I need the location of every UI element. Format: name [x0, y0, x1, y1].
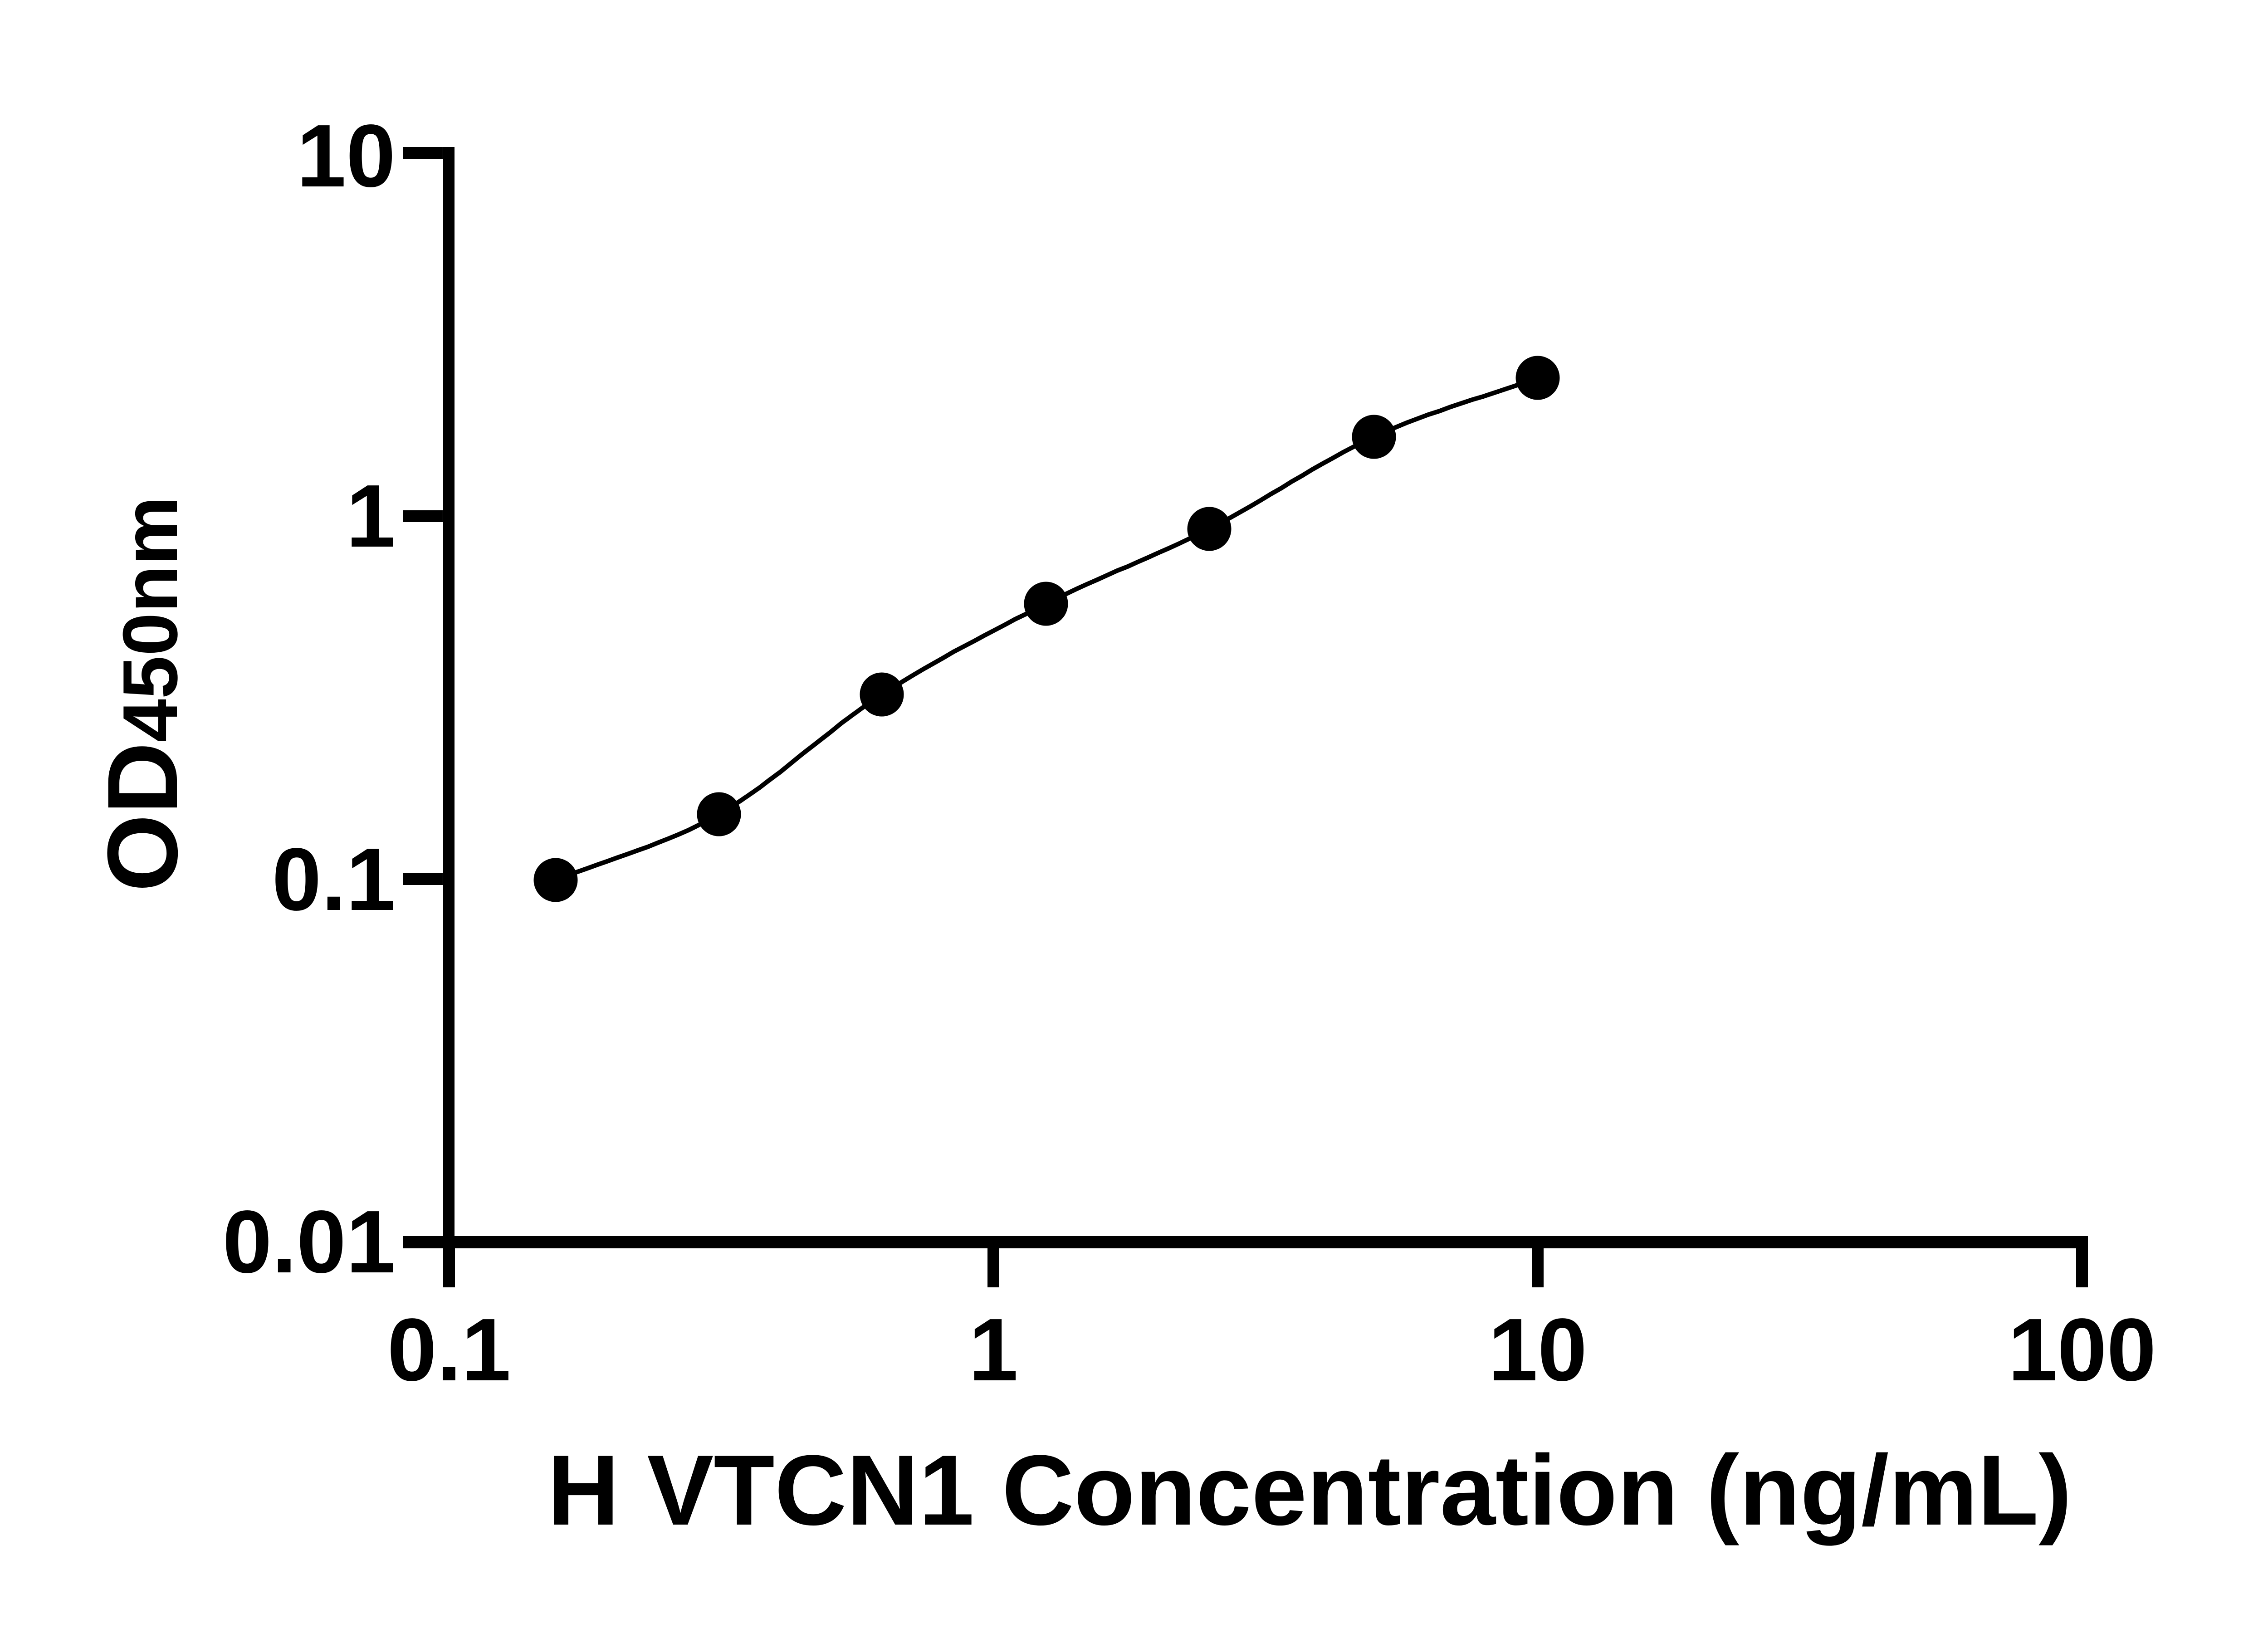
svg-text:10: 10 [1488, 1300, 1587, 1399]
svg-text:0.1: 0.1 [387, 1300, 511, 1399]
svg-text:1: 1 [346, 466, 396, 566]
svg-text:H VTCN1 Concentration (ng/mL): H VTCN1 Concentration (ng/mL) [547, 1434, 2072, 1546]
svg-text:0.01: 0.01 [223, 1192, 396, 1291]
svg-text:100: 100 [2008, 1300, 2156, 1399]
svg-text:1: 1 [968, 1300, 1018, 1399]
svg-text:0.1: 0.1 [272, 830, 396, 929]
svg-text:10: 10 [297, 106, 396, 205]
svg-text:OD450nm: OD450nm [87, 496, 198, 892]
